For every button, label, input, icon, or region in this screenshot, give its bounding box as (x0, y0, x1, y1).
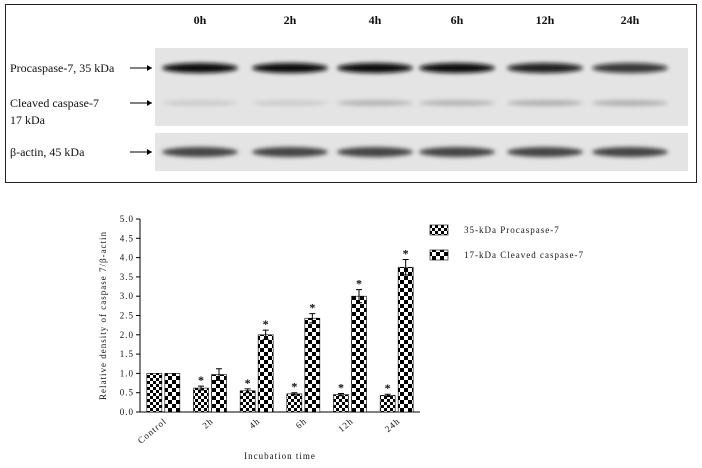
y-tick-label: 0.5 (120, 388, 134, 398)
x-tick-label: 24h (383, 416, 402, 434)
error-bar (262, 329, 269, 340)
arrow-head (147, 149, 152, 155)
y-tick-label: 0.0 (120, 407, 134, 417)
error-bar (384, 393, 391, 398)
lane-label: 24h (621, 13, 640, 27)
row-label: β-actin, 45 kDa (10, 145, 85, 159)
significance-marker: * (309, 301, 315, 315)
band (419, 147, 495, 157)
band (252, 147, 328, 157)
error-bar (309, 313, 316, 324)
legend-swatch (429, 224, 449, 236)
significance-marker: * (338, 380, 344, 394)
x-tick-label: 2h (200, 416, 215, 431)
y-tick-label: 4.0 (120, 253, 134, 263)
y-tick-label: 2.5 (120, 311, 134, 321)
y-tick-label: 4.5 (120, 233, 134, 243)
bar (164, 373, 181, 413)
band (592, 147, 668, 157)
legend-swatch (429, 249, 449, 261)
arrow-head (147, 100, 152, 106)
error-bar (244, 388, 251, 394)
x-tick-label: 12h (336, 416, 355, 434)
x-tick-label: 4h (247, 416, 262, 431)
band (507, 147, 583, 157)
band (337, 100, 413, 106)
legend-label: 35-kDa Procaspase-7 (464, 225, 560, 235)
significance-marker: * (291, 380, 297, 394)
band (162, 147, 238, 157)
y-tick-label: 5.0 (120, 214, 134, 224)
band (252, 100, 328, 106)
band (507, 100, 583, 106)
y-tick-label: 2.0 (120, 330, 134, 340)
lane-label: 6h (451, 13, 464, 27)
bar (286, 393, 303, 413)
band (337, 63, 413, 73)
error-bar (216, 368, 222, 381)
error-bar (356, 289, 362, 304)
blot-membrane (155, 48, 688, 126)
x-axis-label: Incubation time (244, 451, 316, 461)
error-bar (402, 259, 409, 276)
bar (379, 395, 396, 413)
row-label: 17 kDa (10, 113, 46, 127)
error-bar (198, 385, 204, 391)
significance-marker: * (356, 277, 362, 291)
significance-marker: * (403, 247, 409, 261)
band (162, 63, 238, 73)
significance-marker: * (198, 373, 204, 387)
bar (193, 387, 209, 413)
band (419, 100, 495, 106)
band (419, 63, 495, 73)
legend-label: 17-kDa Cleaved caspase-7 (464, 250, 584, 260)
bar (146, 373, 163, 413)
bar (333, 394, 349, 413)
band (592, 100, 668, 106)
bar (239, 390, 256, 413)
band (337, 147, 413, 157)
row-label: Procaspase-7, 35 kDa (10, 61, 115, 75)
band (162, 100, 238, 106)
significance-marker: * (245, 376, 251, 390)
y-tick-label: 1.5 (120, 349, 134, 359)
significance-marker: * (263, 317, 269, 331)
significance-marker: * (385, 381, 391, 395)
band (507, 63, 583, 73)
lane-label: 12h (536, 13, 555, 27)
lane-label: 4h (369, 13, 382, 27)
row-label: Cleaved caspase-7 (10, 96, 99, 110)
bar (397, 266, 414, 413)
y-tick-label: 1.0 (120, 368, 134, 378)
bar (351, 295, 367, 413)
lane-label: 2h (284, 13, 297, 27)
error-bar (338, 392, 344, 397)
lane-label: 0h (194, 13, 207, 27)
x-tick-label: 6h (294, 416, 309, 431)
y-axis-label: Relative density of caspase 7/β-actin (98, 231, 108, 400)
bar (257, 334, 274, 413)
arrow-head (147, 65, 152, 71)
error-bar (291, 392, 298, 396)
x-tick-label: Control (136, 416, 169, 446)
y-tick-label: 3.0 (120, 291, 134, 301)
band (592, 63, 668, 73)
bar (304, 317, 321, 413)
y-tick-label: 3.5 (120, 272, 134, 282)
band (252, 63, 328, 73)
